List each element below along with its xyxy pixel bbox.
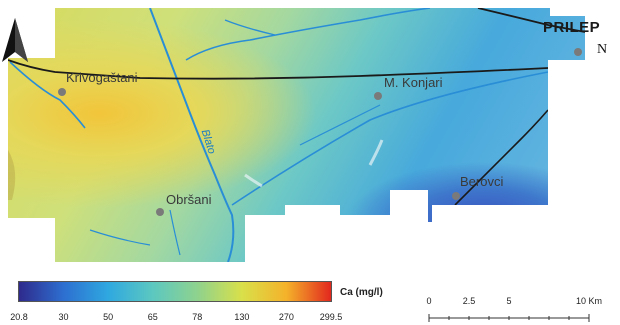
city-label-prilep: PRILEP xyxy=(543,19,601,36)
legend-tick-label: 130 xyxy=(234,312,250,322)
legend-title: Ca (mg/l) xyxy=(340,287,383,298)
legend-tick-label: 30 xyxy=(58,312,69,322)
scale-bar xyxy=(428,314,590,322)
scale-label: 5 xyxy=(506,296,512,306)
place-label-obrsani: Obršani xyxy=(166,192,212,207)
north-arrow-icon xyxy=(2,18,28,62)
scale-label: 10 Km xyxy=(575,296,603,306)
legend-tick-label: 20.8 xyxy=(10,312,28,322)
scale-label: 0 xyxy=(426,296,432,306)
place-label-berovci: Berovci xyxy=(460,174,504,189)
map-raster xyxy=(8,8,585,262)
legend-tick-label: 65 xyxy=(147,312,158,322)
legend-tick-label: 50 xyxy=(103,312,114,322)
legend-tick-label: 78 xyxy=(192,312,203,322)
north-label: N xyxy=(597,42,608,57)
place-label-krivogastani: Krivogaštani xyxy=(66,70,138,85)
place-label-m-konjari: M. Konjari xyxy=(384,75,443,90)
map-area: Krivogaštani M. Konjari Obršani Berovci … xyxy=(2,8,608,262)
color-ramp xyxy=(18,281,332,302)
scale-label: 2.5 xyxy=(462,296,476,306)
legend-tick-label: 270 xyxy=(278,312,294,322)
legend-tick-label: 299.5 xyxy=(319,312,343,322)
